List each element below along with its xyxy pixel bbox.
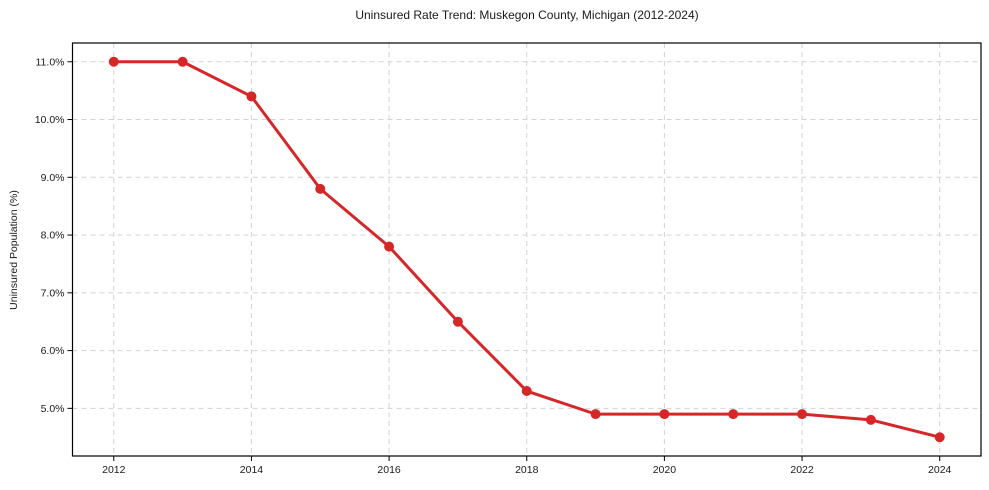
data-point-2015 <box>315 183 326 194</box>
y-tick-label: 10.0% <box>35 114 65 126</box>
y-tick-label: 6.0% <box>41 345 65 357</box>
data-point-2018 <box>521 386 532 397</box>
y-tick-label: 11.0% <box>36 56 65 68</box>
y-tick-label: 5.0% <box>41 403 65 415</box>
x-tick-label: 2022 <box>790 464 814 476</box>
data-point-2013 <box>177 56 188 67</box>
chart-title: Uninsured Rate Trend: Muskegon County, M… <box>355 8 699 22</box>
y-tick-label: 7.0% <box>41 287 65 299</box>
data-point-2016 <box>384 241 395 252</box>
y-tick-label: 9.0% <box>41 172 65 184</box>
data-point-2012 <box>108 56 119 67</box>
y-tick-label: 8.0% <box>41 230 65 242</box>
data-point-2024 <box>934 432 945 443</box>
x-tick-label: 2014 <box>240 464 264 476</box>
data-point-2020 <box>659 409 670 420</box>
x-tick-label: 2024 <box>928 464 952 476</box>
x-tick-label: 2012 <box>102 464 126 476</box>
x-tick-label: 2018 <box>515 464 539 476</box>
data-point-2023 <box>865 414 876 425</box>
data-point-2019 <box>590 409 601 420</box>
x-tick-label: 2016 <box>377 464 401 476</box>
data-point-2022 <box>797 409 808 420</box>
data-point-2021 <box>728 409 739 420</box>
data-point-2017 <box>452 316 463 327</box>
x-tick-label: 2020 <box>653 464 677 476</box>
data-point-2014 <box>246 91 257 102</box>
